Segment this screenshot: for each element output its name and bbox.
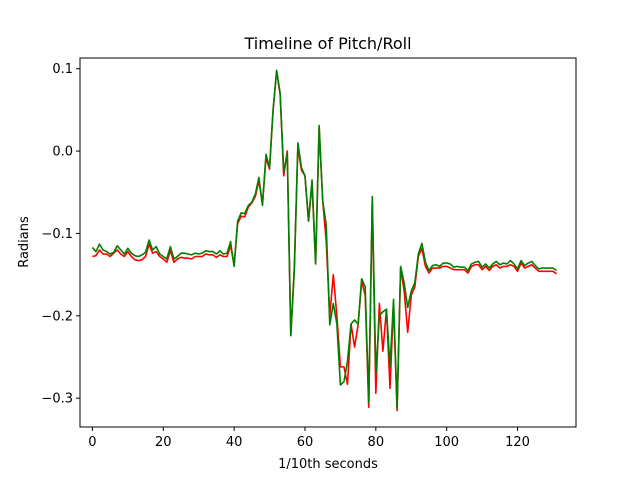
x-tick-label: 100 xyxy=(434,435,459,450)
y-tick-label: 0.1 xyxy=(52,62,73,77)
plot-frame xyxy=(79,57,577,428)
y-tick-label: −0.1 xyxy=(41,227,73,242)
x-tick-label: 120 xyxy=(505,435,530,450)
x-tick-label: 80 xyxy=(368,435,385,450)
chart-title: Timeline of Pitch/Roll xyxy=(243,34,411,53)
y-axis: −0.3 −0.2 −0.1 0.0 0.1 xyxy=(41,62,80,407)
x-axis: 0 20 40 60 80 100 120 xyxy=(88,427,530,450)
x-axis-label: 1/10th seconds xyxy=(278,457,378,472)
y-tick-label: 0.0 xyxy=(52,145,73,160)
x-tick-label: 0 xyxy=(88,435,96,450)
x-tick-label: 40 xyxy=(226,435,243,450)
y-tick-label: −0.2 xyxy=(41,309,73,324)
y-axis-label: Radians xyxy=(17,216,32,268)
series-layer xyxy=(91,69,557,412)
series-line-0 xyxy=(92,70,557,412)
x-tick-label: 60 xyxy=(297,435,314,450)
y-tick-label: −0.3 xyxy=(41,392,73,407)
series-line-1 xyxy=(91,69,557,409)
x-tick-label: 20 xyxy=(155,435,172,450)
